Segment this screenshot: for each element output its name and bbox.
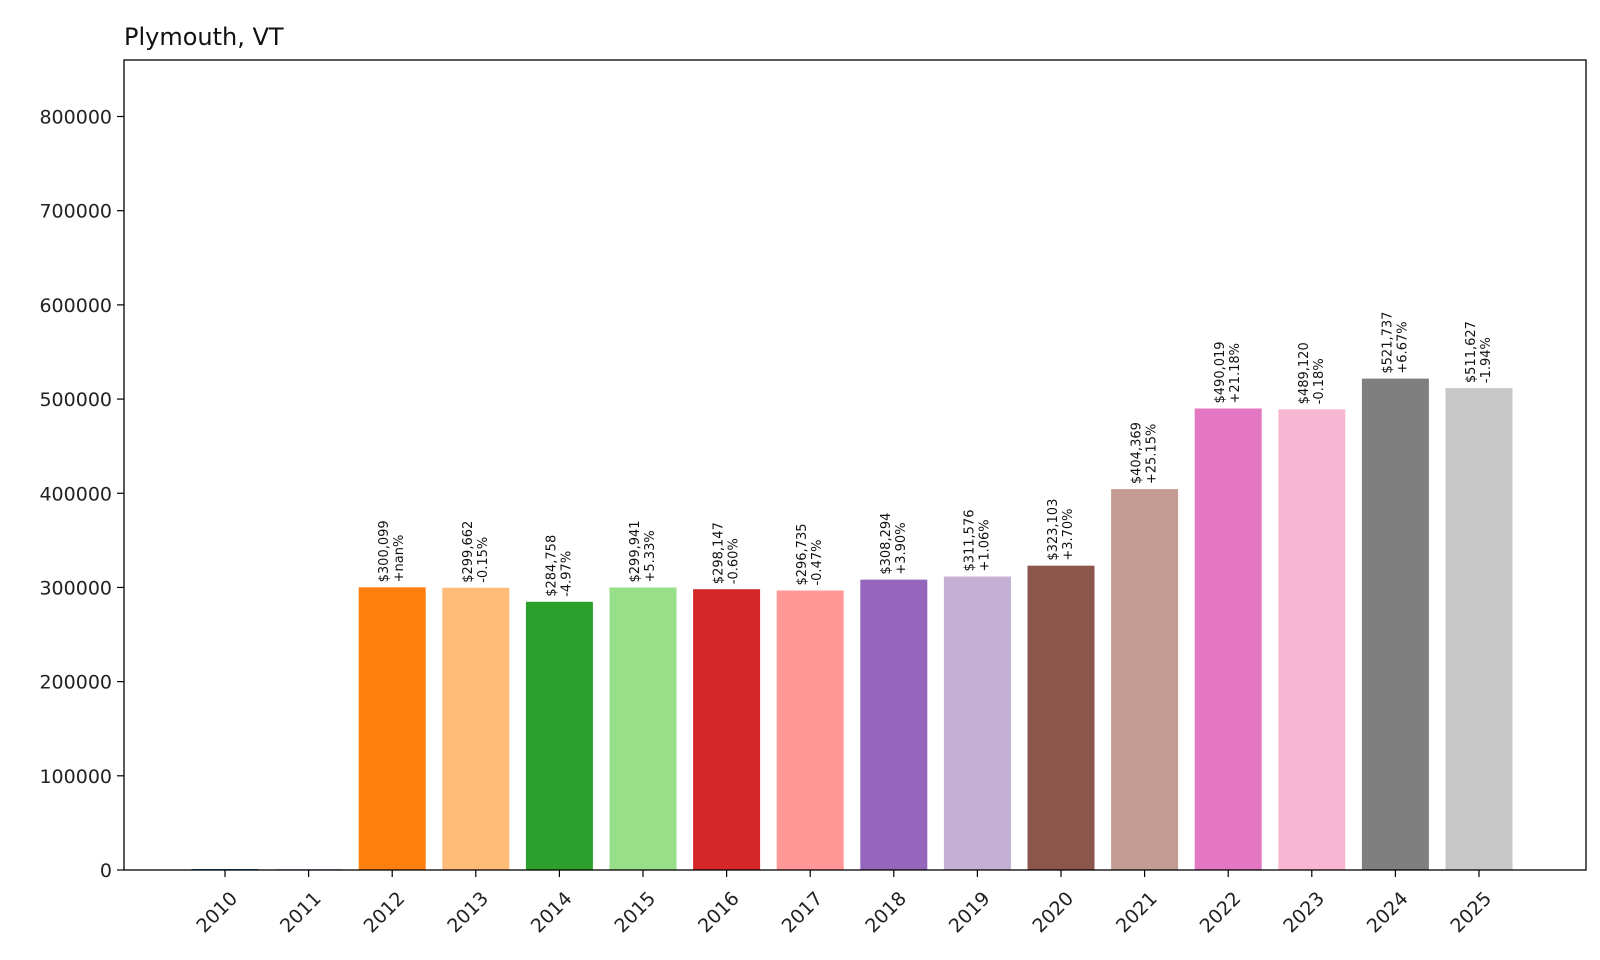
- bar-value-label: $299,662: [461, 521, 476, 583]
- bar-2012: [358, 587, 426, 870]
- x-tick-label: 2010: [192, 888, 242, 938]
- bar-value-label: $296,735: [795, 523, 810, 585]
- bar-value-label: $308,294: [879, 513, 894, 575]
- x-tick-label: 2022: [1196, 888, 1246, 938]
- bar-labels-group: $300,099 +nan% $299,662 -0.15% $284,758 -4.97…: [377, 312, 1494, 597]
- y-tick-label: 500000: [39, 389, 112, 411]
- y-tick-label: 300000: [39, 577, 112, 599]
- y-tick-label: 800000: [39, 107, 112, 129]
- bar-2021: [1111, 489, 1179, 870]
- bar-change-label: -0.60%: [727, 538, 742, 584]
- chart-title: Plymouth, VT: [124, 23, 284, 51]
- bar-value-label: $299,941: [628, 520, 643, 582]
- bar-change-label: +6.67%: [1395, 321, 1410, 373]
- bar-value-label: $490,019: [1213, 341, 1228, 403]
- plot-frame: [123, 59, 1587, 871]
- bar-value-label: $489,120: [1297, 342, 1312, 404]
- x-tick-label: 2015: [610, 888, 660, 938]
- x-tick-label: 2019: [945, 888, 995, 938]
- y-axis: 0 100000 200000 300000 400000 500000 600000 700…: [39, 107, 124, 882]
- bar-change-label: +3.70%: [1061, 508, 1076, 560]
- y-tick-label: 400000: [39, 483, 112, 505]
- bar-2015: [609, 587, 677, 870]
- x-tick-label: 2012: [360, 888, 410, 938]
- bars-group: [191, 378, 1513, 870]
- y-tick-label: 100000: [39, 766, 112, 788]
- bar-value-label: $404,369: [1130, 422, 1145, 484]
- y-tick-label: 200000: [39, 672, 112, 694]
- x-tick-label: 2013: [443, 888, 493, 938]
- bar-2019: [943, 576, 1011, 870]
- bar-value-label: $300,099: [377, 520, 392, 582]
- bar-2022: [1194, 408, 1262, 870]
- x-tick-label: 2023: [1279, 888, 1329, 938]
- x-tick-label: 2017: [778, 888, 828, 938]
- x-tick-label: 2021: [1112, 888, 1162, 938]
- bar-change-label: +nan%: [392, 535, 407, 583]
- bar-2014: [525, 601, 593, 870]
- y-tick-label: 600000: [39, 295, 112, 317]
- bar-2025: [1445, 388, 1513, 870]
- bar-change-label: +3.90%: [894, 522, 909, 574]
- x-tick-label: 2016: [694, 888, 744, 938]
- bar-2013: [442, 587, 510, 870]
- bar-change-label: -0.18%: [1312, 358, 1327, 404]
- bar-value-label: $521,737: [1380, 312, 1395, 374]
- y-tick-label: 0: [100, 860, 112, 882]
- bar-2017: [776, 590, 844, 870]
- bar-change-label: +1.06%: [977, 519, 992, 571]
- bar-value-label: $323,103: [1046, 499, 1061, 561]
- bar-change-label: +21.18%: [1228, 343, 1243, 403]
- x-tick-label: 2024: [1363, 888, 1413, 938]
- y-tick-label: 700000: [39, 201, 112, 223]
- bar-value-label: $511,627: [1464, 321, 1479, 383]
- x-tick-label: 2025: [1446, 888, 1496, 938]
- x-tick-label: 2018: [861, 888, 911, 938]
- bar-change-label: -0.15%: [476, 537, 491, 583]
- bar-change-label: +5.33%: [643, 530, 658, 582]
- bar-2024: [1361, 378, 1429, 870]
- bar-change-label: -0.47%: [810, 540, 825, 586]
- bar-value-label: $298,147: [712, 522, 727, 584]
- x-tick-label: 2020: [1028, 888, 1078, 938]
- bar-value-label: $284,758: [544, 535, 559, 597]
- bar-change-label: +25.15%: [1145, 424, 1160, 484]
- bar-2018: [860, 579, 928, 870]
- bar-2023: [1278, 409, 1346, 870]
- bar-value-label: $311,576: [962, 510, 977, 572]
- x-tick-label: 2011: [276, 888, 326, 938]
- bar-change-label: -1.94%: [1479, 337, 1494, 383]
- bar-change-label: -4.97%: [559, 551, 574, 597]
- x-axis: 2010 2011 2012 2013 2014 2015 2016 2017 2018 2019…: [192, 870, 1496, 937]
- bar-2020: [1027, 565, 1095, 870]
- bar-2016: [693, 589, 761, 870]
- x-tick-label: 2014: [527, 888, 577, 938]
